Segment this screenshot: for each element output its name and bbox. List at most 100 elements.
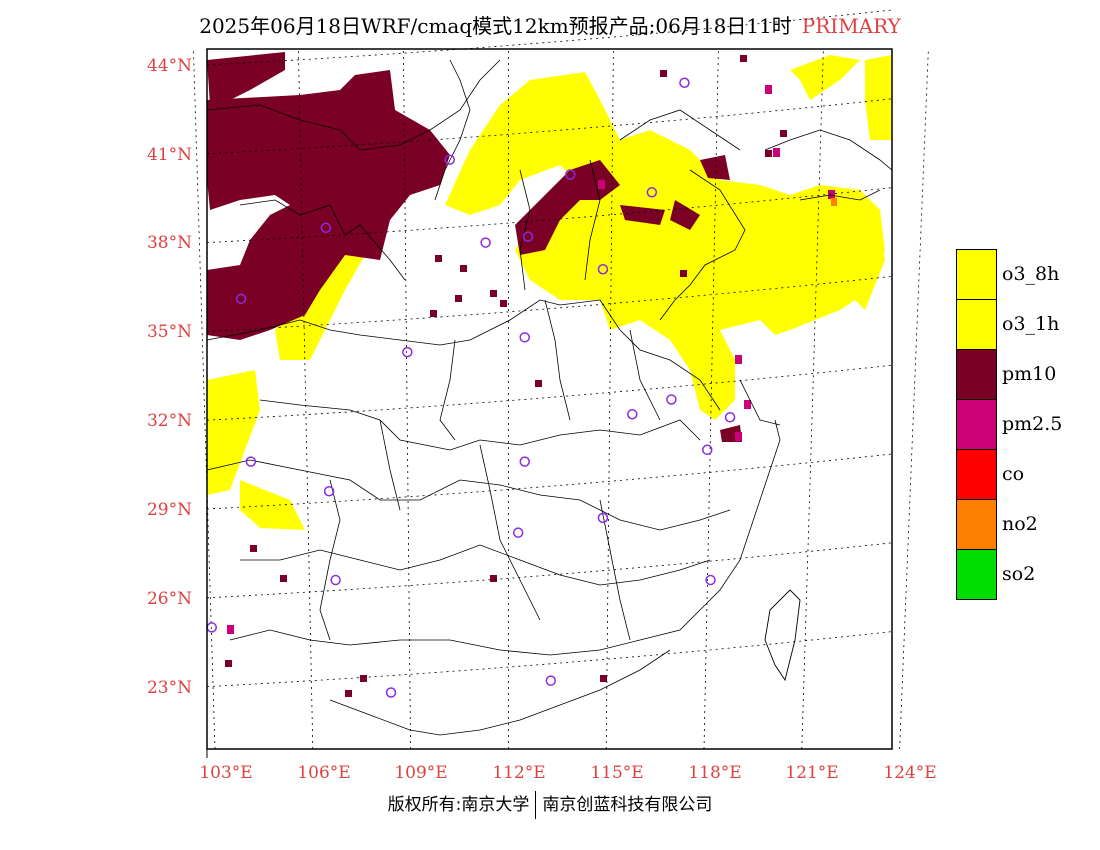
latitude-gridline [206,453,893,510]
o3-area [207,370,260,495]
o3-area [790,55,860,100]
station-circle [519,332,530,343]
copyright-left: 版权所有:南京大学 [387,795,530,815]
o3-area [865,55,892,140]
boundary-line [764,129,893,171]
boundary-line [240,544,711,586]
station-circle [545,675,557,686]
legend-label: pm10 [1002,363,1057,385]
station-circle [597,263,609,275]
station-circle [679,77,690,89]
longitude-gridline [298,48,314,750]
legend-swatch [956,249,997,300]
pm10-cell [740,55,747,62]
legend-label: o3_8h [1002,263,1060,285]
map-title: 2025年06月18日WRF/cmaq模式12km预报产品:06月18日11时 P… [0,10,1100,39]
legend-swatch [956,549,997,600]
station-circle [705,574,716,586]
legend-label: co [1002,463,1025,485]
boundary-line [519,169,531,291]
pm25-cell [735,355,742,364]
boundary-line [206,59,501,151]
pm25-cell [598,180,605,189]
pm10-cell [345,690,352,697]
station-circle [330,574,341,586]
pm10-cell [360,675,367,682]
lat-label-41: 41°N [146,145,192,165]
station-circle [565,169,576,180]
pm25-cell [765,85,772,94]
station-circle [702,444,713,456]
legend-swatch [956,349,997,400]
lat-label-35: 35°N [146,322,192,342]
station-circle [323,485,335,497]
lat-label-26: 26°N [146,589,192,609]
boundary-line [439,339,456,441]
o3-area [840,215,885,310]
pm10-area [670,200,700,230]
pm25-cell [773,148,780,157]
latitude-gridline [206,631,893,687]
boundary-line [799,189,881,201]
lon-label-109: 109°E [394,763,448,783]
province-boundaries [206,59,893,736]
longitude-gridline [403,48,411,750]
no2-cell [831,198,837,206]
pm25-cell [828,190,835,199]
o3-area [445,72,885,420]
station-circle [245,456,257,467]
boundary-line [584,159,601,281]
pm10-area [207,52,285,105]
footer-divider [535,791,537,819]
station-circle [512,527,524,538]
station-markers [206,77,736,698]
station-circle [646,187,658,198]
pm10-cell [225,660,232,667]
legend-label: o3_1h [1002,313,1060,335]
boundary-line [206,459,731,531]
boundary-line [739,379,781,426]
station-circle [480,237,491,248]
pm10-cell [435,255,442,262]
lon-label-103: 103°E [199,763,253,783]
lon-label-115: 115°E [590,763,644,783]
lat-label-32: 32°N [146,411,192,431]
pm10-area [515,160,620,255]
station-circle [385,687,397,698]
pm10-cell [455,295,462,302]
station-circle [444,154,455,165]
boundary-line [619,109,741,151]
latitude-gridline [206,9,893,66]
title-text: 2025年06月18日WRF/cmaq模式12km预报产品:06月18日11时 [199,14,792,38]
boundary-line [659,169,746,321]
pm10-cell [280,575,287,582]
lat-label-23: 23°N [146,678,192,698]
longitude-gridline [193,48,216,750]
legend-label: no2 [1002,513,1038,535]
station-circle [320,222,332,234]
pm25-pollution-areas [227,85,837,634]
boundary-line [379,419,401,511]
station-circle [724,411,736,423]
boundary-line [599,499,631,641]
boundary-line [319,479,341,641]
lat-lon-graticule [193,9,929,750]
taiwan-outline [764,589,801,682]
map-frame [206,48,893,750]
legend-swatch [956,299,997,350]
pm10-area [207,70,450,340]
pm10-cell [680,270,687,277]
pm10-cell [600,675,607,682]
latitude-gridline [206,276,893,332]
station-circle [522,231,534,242]
legend-swatch [956,449,997,500]
boundary-line [544,299,571,421]
pm10-area [700,155,730,180]
lon-label-106: 106°E [297,763,351,783]
boundary-line [206,299,721,411]
latitude-gridline [206,364,893,421]
pm10-cell [430,310,437,317]
boundary-line [329,649,671,736]
lon-label-118: 118°E [688,763,742,783]
